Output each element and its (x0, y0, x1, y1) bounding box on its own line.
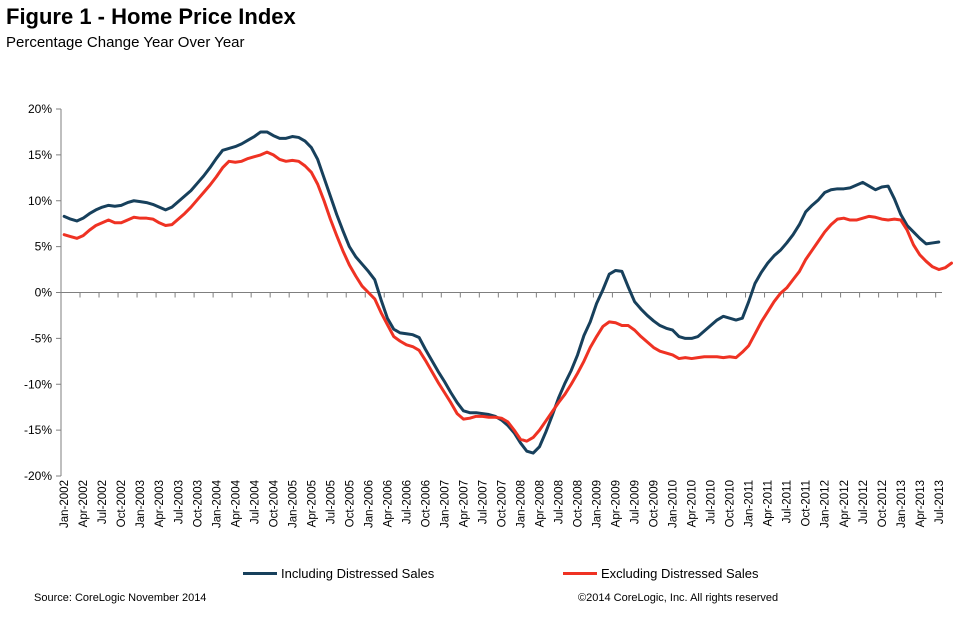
source-note: Source: CoreLogic November 2014 (34, 592, 207, 604)
y-tick-label: -5% (31, 331, 53, 345)
x-tick-label: Jul-2012 (858, 480, 870, 524)
x-tick-label: Oct-2005 (344, 480, 356, 527)
x-tick-label: Apr-2007 (458, 480, 470, 527)
x-tick-label: Jan-2013 (896, 480, 908, 528)
x-tick-label: Apr-2006 (382, 480, 394, 527)
x-tick-label: Jul-2003 (173, 480, 185, 524)
x-tick-label: Jul-2002 (97, 480, 109, 524)
x-tick-label: Jul-2011 (782, 480, 794, 523)
x-tick-label: Oct-2012 (877, 480, 889, 527)
x-tick-label: Jan-2002 (59, 480, 71, 528)
x-tick-label: Oct-2002 (116, 480, 128, 527)
x-tick-label: Apr-2004 (230, 479, 242, 527)
series-line-including (62, 130, 941, 455)
x-tick-label: Jan-2012 (820, 480, 832, 528)
legend-label-excluding: Excluding Distressed Sales (601, 566, 759, 581)
copyright-note: ©2014 CoreLogic, Inc. All rights reserve… (578, 592, 779, 604)
x-tick-label: Apr-2005 (306, 480, 318, 527)
x-tick-label: Jul-2006 (401, 480, 413, 524)
x-tick-label: Oct-2011 (801, 480, 813, 526)
x-tick-label: Oct-2003 (192, 480, 204, 527)
x-tick-label: Oct-2004 (268, 479, 280, 527)
x-tick-label: Jan-2003 (135, 480, 147, 528)
chart-title: Figure 1 - Home Price Index (6, 4, 296, 29)
x-tick-label: Apr-2012 (839, 480, 851, 527)
chart-subtitle: Percentage Change Year Over Year (6, 34, 245, 51)
x-tick-label: Jan-2007 (439, 480, 451, 528)
legend-swatch-including (243, 572, 277, 575)
x-tick-label: Oct-2006 (420, 480, 432, 527)
x-tick-label: Apr-2002 (78, 480, 90, 527)
x-tick-label: Oct-2010 (725, 480, 737, 527)
x-tick-label: Jul-2013 (934, 480, 946, 524)
y-tick-label: -10% (24, 377, 52, 391)
x-tick-label: Apr-2013 (915, 480, 927, 527)
x-tick-label: Oct-2007 (497, 480, 509, 527)
x-tick-label: Jan-2010 (668, 480, 680, 528)
x-tick-label: Jul-2008 (554, 480, 566, 524)
x-tick-label: Apr-2010 (687, 480, 699, 527)
x-tick-label: Jan-2006 (363, 480, 375, 528)
y-tick-label: 10% (28, 194, 52, 208)
x-tick-label: Oct-2008 (573, 480, 585, 527)
x-tick-label: Jan-2008 (516, 480, 528, 528)
x-tick-label: Jan-2004 (211, 479, 223, 528)
x-tick-label: Jul-2004 (249, 479, 261, 524)
x-tick-label: Apr-2009 (611, 480, 623, 527)
x-tick-label: Jul-2005 (325, 480, 337, 524)
x-tick-label: Apr-2003 (154, 480, 166, 527)
y-tick-label: 5% (35, 240, 53, 254)
y-tick-label: 0% (35, 286, 53, 300)
x-tick-label: Jul-2007 (477, 480, 489, 524)
legend-label-including: Including Distressed Sales (281, 566, 435, 581)
legend-swatch-excluding (563, 572, 597, 575)
y-tick-label: -20% (24, 469, 52, 483)
y-tick-label: 20% (28, 102, 52, 116)
y-tick-label: -15% (24, 423, 52, 437)
x-tick-label: Oct-2009 (649, 480, 661, 527)
y-tick-label: 15% (28, 148, 52, 162)
x-tick-label: Jan-2011 (744, 480, 756, 527)
legend-item-including: Including Distressed Sales (243, 566, 434, 581)
x-tick-label: Jan-2009 (592, 480, 604, 528)
x-tick-label: Jul-2009 (630, 480, 642, 524)
x-tick-label: Jan-2005 (287, 480, 299, 528)
series-line-excluding (62, 150, 953, 443)
x-tick-label: Jul-2010 (706, 480, 718, 524)
x-tick-label: Apr-2011 (763, 480, 775, 526)
x-tick-label: Apr-2008 (535, 480, 547, 527)
legend-item-excluding: Excluding Distressed Sales (563, 566, 759, 581)
